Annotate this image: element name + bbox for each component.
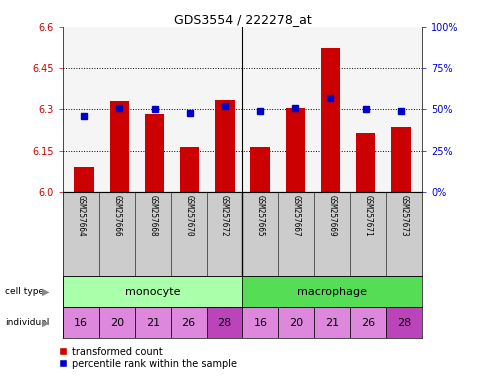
Text: 20: 20 (109, 318, 124, 328)
Bar (320, 48, 339, 192)
Bar (314, 307, 349, 338)
Text: ▶: ▶ (42, 287, 49, 297)
Bar (349, 307, 385, 338)
Bar (63, 307, 99, 338)
Text: 16: 16 (253, 318, 267, 328)
Text: 20: 20 (288, 318, 303, 328)
Bar (135, 307, 170, 338)
Text: GSM257670: GSM257670 (184, 195, 193, 236)
Bar (278, 307, 314, 338)
Text: GSM257664: GSM257664 (76, 195, 85, 236)
Bar (145, 114, 164, 192)
Bar (75, 167, 93, 192)
Text: GSM257672: GSM257672 (220, 195, 228, 236)
Text: 26: 26 (181, 318, 196, 328)
Text: GSM257667: GSM257667 (291, 195, 300, 236)
Bar (355, 133, 375, 192)
Text: 21: 21 (145, 318, 160, 328)
Text: GSM257669: GSM257669 (327, 195, 336, 236)
Text: 28: 28 (396, 318, 410, 328)
Bar (242, 307, 278, 338)
Text: individual: individual (5, 318, 49, 327)
Bar (109, 101, 129, 192)
Text: GSM257671: GSM257671 (363, 195, 372, 236)
Text: 26: 26 (360, 318, 375, 328)
Bar (250, 147, 269, 192)
Text: 21: 21 (324, 318, 339, 328)
Text: monocyte: monocyte (125, 287, 180, 297)
Text: cell type: cell type (5, 287, 44, 296)
Text: GSM257673: GSM257673 (399, 195, 408, 236)
Text: ▶: ▶ (42, 318, 49, 328)
Bar (99, 307, 135, 338)
Bar (215, 100, 234, 192)
Text: 16: 16 (74, 318, 88, 328)
Text: GSM257666: GSM257666 (112, 195, 121, 236)
Text: 28: 28 (217, 318, 231, 328)
Bar (242, 276, 421, 307)
Text: GSM257665: GSM257665 (256, 195, 264, 236)
Bar (180, 147, 199, 192)
Bar (63, 276, 242, 307)
Text: macrophage: macrophage (297, 287, 366, 297)
Bar (206, 307, 242, 338)
Legend: transformed count, percentile rank within the sample: transformed count, percentile rank withi… (58, 347, 236, 369)
Bar (391, 127, 409, 192)
Title: GDS3554 / 222278_at: GDS3554 / 222278_at (173, 13, 311, 26)
Bar (170, 307, 206, 338)
Bar (385, 307, 421, 338)
Text: GSM257668: GSM257668 (148, 195, 157, 236)
Bar (285, 108, 304, 192)
